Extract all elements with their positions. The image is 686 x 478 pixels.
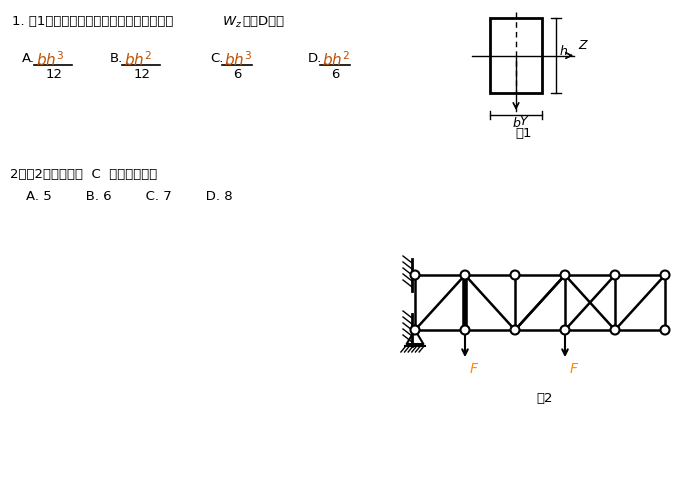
- Text: 12: 12: [134, 68, 151, 81]
- Text: h: h: [560, 45, 568, 58]
- Text: b: b: [513, 117, 521, 130]
- Circle shape: [611, 271, 619, 280]
- Text: C.: C.: [210, 52, 224, 65]
- Text: $\mathit{bh}^3$: $\mathit{bh}^3$: [224, 50, 252, 69]
- Text: 6: 6: [331, 68, 340, 81]
- Text: B.: B.: [110, 52, 123, 65]
- Text: A. 5        B. 6        C. 7        D. 8: A. 5 B. 6 C. 7 D. 8: [26, 190, 233, 203]
- Circle shape: [460, 271, 469, 280]
- Circle shape: [510, 271, 519, 280]
- Text: 图1: 图1: [516, 127, 532, 140]
- Circle shape: [611, 326, 619, 335]
- Text: Z: Z: [578, 39, 587, 52]
- Text: $\mathit{W_z}$: $\mathit{W_z}$: [222, 15, 242, 30]
- Circle shape: [560, 271, 569, 280]
- Circle shape: [510, 326, 519, 335]
- Circle shape: [661, 326, 670, 335]
- Circle shape: [410, 271, 420, 280]
- Text: 12: 12: [46, 68, 63, 81]
- Text: 图2: 图2: [536, 392, 553, 405]
- Circle shape: [410, 326, 420, 335]
- Text: Y: Y: [519, 115, 527, 128]
- Circle shape: [661, 271, 670, 280]
- Text: 为（D）。: 为（D）。: [242, 15, 284, 28]
- Text: 6: 6: [233, 68, 242, 81]
- Text: $\mathit{bh}^3$: $\mathit{bh}^3$: [36, 50, 64, 69]
- Text: D.: D.: [308, 52, 322, 65]
- Text: A.: A.: [22, 52, 35, 65]
- Text: $\mathit{F}$: $\mathit{F}$: [569, 362, 579, 376]
- Circle shape: [560, 326, 569, 335]
- Text: $\mathit{bh}^2$: $\mathit{bh}^2$: [322, 50, 350, 69]
- Text: $\mathit{F}$: $\mathit{F}$: [469, 362, 479, 376]
- Bar: [490, 18, 542, 93]
- Text: 2、图2示桔架中（  C  ）有根零杆。: 2、图2示桔架中（ C ）有根零杆。: [10, 168, 157, 181]
- Circle shape: [460, 326, 469, 335]
- Text: $\mathit{bh}^2$: $\mathit{bh}^2$: [124, 50, 152, 69]
- Text: 1. 图1示杆件的矩形截面，其抗弯截面模量: 1. 图1示杆件的矩形截面，其抗弯截面模量: [12, 15, 174, 28]
